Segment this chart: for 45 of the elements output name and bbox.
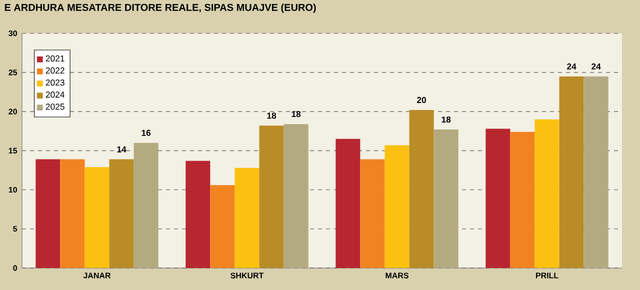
bar: [36, 159, 60, 268]
bar: [486, 128, 510, 268]
bar: [109, 159, 134, 268]
bar: [210, 185, 235, 268]
x-tick-label: MARS: [386, 272, 408, 278]
bar: [60, 159, 85, 268]
bar: [384, 145, 410, 268]
x-tick-label: PRILL: [536, 272, 558, 278]
data-label: 24: [567, 63, 576, 70]
bar: [360, 159, 385, 268]
y-tick-label: 30: [8, 30, 17, 36]
data-label: 16: [142, 130, 151, 136]
y-tick-label: 15: [8, 148, 18, 154]
data-label: 18: [292, 111, 301, 118]
y-tick-label: 20: [8, 108, 17, 114]
y-tick-label: 25: [8, 70, 18, 76]
bar: [84, 167, 110, 268]
x-tick-label: SHKURT: [230, 272, 264, 278]
bar: [584, 76, 608, 268]
bar: [510, 132, 535, 268]
bar: [434, 130, 458, 268]
bar: [186, 160, 210, 268]
legend-label: 2021: [46, 55, 64, 62]
data-label: 18: [267, 112, 276, 119]
y-tick-label: 0: [13, 265, 17, 271]
legend-label: 2025: [46, 104, 64, 110]
bar: [284, 124, 308, 268]
data-label: 24: [592, 63, 601, 70]
bar: [259, 126, 284, 268]
data-label: 14: [117, 146, 126, 152]
chart-title: E ARDHURA MESATARE DITORE REALE, SIPAS MUAJVE (EURO): [4, 4, 316, 13]
legend-label: 2024: [46, 92, 64, 98]
bar: [559, 76, 584, 268]
data-label: 20: [417, 96, 426, 104]
bar: [134, 142, 158, 268]
data-label: 18: [442, 116, 451, 123]
y-tick-label: 5: [13, 226, 18, 232]
legend-label: 2022: [46, 67, 64, 74]
legend-label: 2023: [46, 79, 64, 86]
y-tick-label: 10: [8, 186, 17, 193]
bar: [234, 168, 260, 268]
x-tick-label: JANAR: [83, 272, 111, 278]
bar: [336, 138, 360, 268]
bar: [409, 110, 434, 268]
bar: [534, 119, 560, 268]
